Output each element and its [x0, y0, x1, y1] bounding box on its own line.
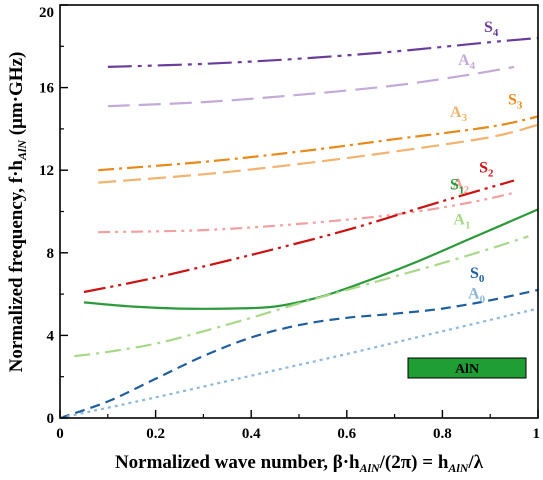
x-tick-label: 0.6 [337, 426, 356, 442]
series-label-s2: S2 [479, 160, 494, 180]
y-tick-label: 4 [47, 328, 55, 344]
x-tick-label: 0 [56, 426, 64, 442]
legend-label: AlN [455, 362, 479, 377]
series-label-a1: A1 [453, 211, 470, 231]
x-axis-title-sub2: AlN [447, 461, 469, 475]
series-label-a0: A0 [468, 286, 486, 306]
y-axis-title-end: (μm·GHz) [6, 52, 27, 140]
series-label-s1: S1 [450, 176, 464, 196]
x-axis-title-end: /λ [467, 452, 483, 473]
series-line-a1 [74, 235, 529, 358]
x-axis-title-main: Normalized wave number, β·h [115, 452, 360, 473]
y-tick-label: 16 [39, 81, 55, 97]
x-tick-label: 1 [533, 426, 541, 442]
x-tick-label: 0.4 [242, 426, 261, 442]
series-line-s0 [59, 288, 539, 420]
y-tick-label: 0 [47, 411, 55, 427]
y-tick-label: 8 [47, 246, 55, 262]
series-line-s2 [83, 179, 515, 294]
x-axis-title-sub1: AlN [359, 461, 381, 475]
series-layer [59, 36, 539, 420]
y-axis-title-main: Normalized frequency, f·h [6, 160, 27, 373]
series-line-s3 [98, 115, 539, 172]
y-axis-title-sub: AlN [15, 139, 29, 161]
series-label-s3: S3 [508, 92, 523, 112]
series-label-a4: A4 [458, 52, 476, 72]
x-axis-title: Normalized wave number, β·hAlN/(2π) = hA… [115, 452, 484, 475]
series-line-s4 [107, 36, 539, 68]
series-label-a2: A2 [452, 176, 470, 196]
series-line-a2 [98, 191, 515, 234]
legend-swatch [407, 357, 527, 379]
y-axis-title: Normalized frequency, f·hAlN (μm·GHz) [6, 52, 29, 373]
series-line-a3 [98, 123, 539, 184]
series-label-a3: A3 [450, 104, 468, 124]
x-tick-label: 0.8 [433, 426, 452, 442]
legend-box: AlN [407, 357, 527, 379]
y-tick-label: 12 [39, 163, 54, 179]
x-tick-label: 0.2 [146, 426, 165, 442]
y-tick-label: 20 [39, 5, 54, 21]
x-axis-title-mid: /(2π) = h [379, 452, 449, 473]
series-line-a4 [107, 65, 515, 108]
series-label-s4: S4 [484, 19, 499, 39]
series-label-s0: S0 [470, 265, 485, 285]
ticks-layer: 0 0.2 0.4 0.6 0.8 1 0 4 8 12 16 20 [39, 4, 541, 442]
